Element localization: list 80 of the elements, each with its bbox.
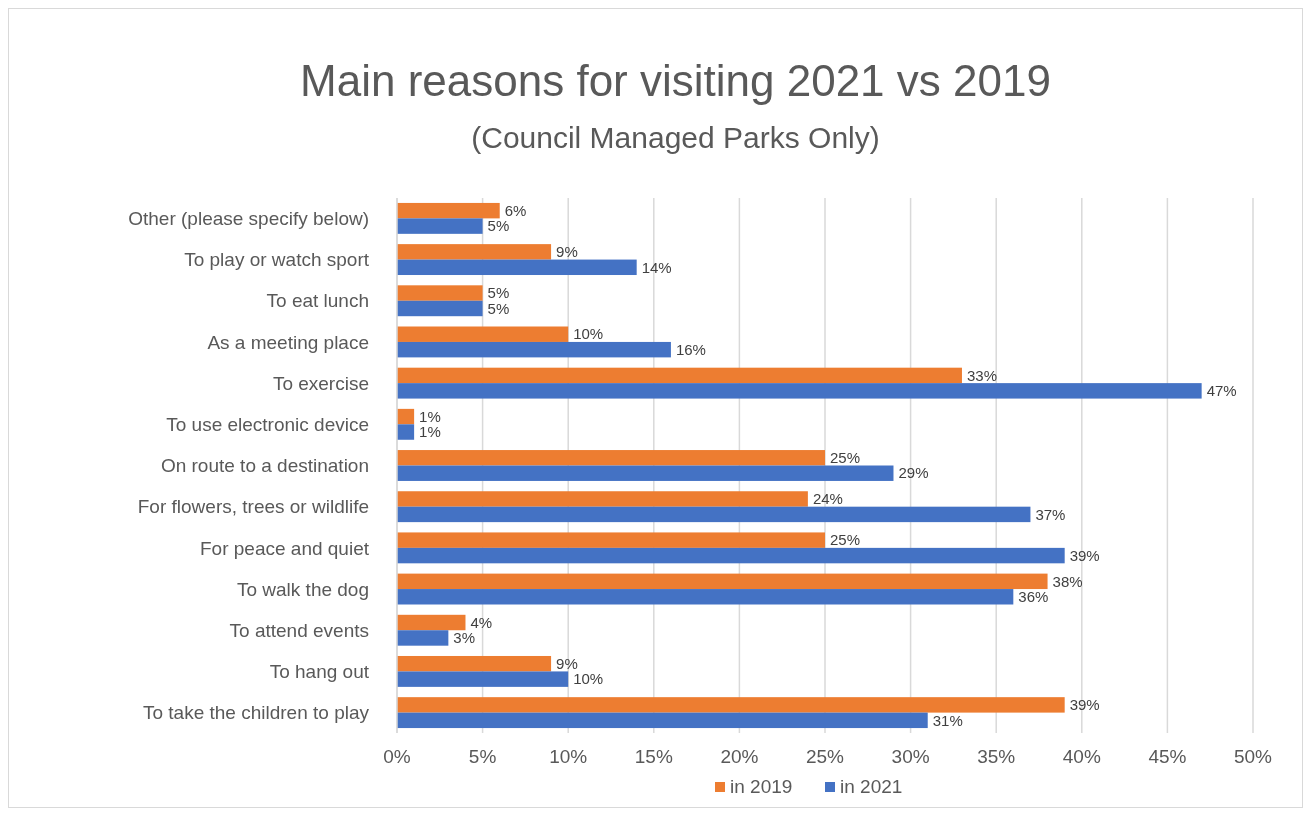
bar: [397, 506, 1031, 523]
data-label: 25%: [830, 531, 861, 549]
data-label: 36%: [1018, 588, 1049, 606]
data-label: 6%: [504, 201, 527, 219]
data-label: 3%: [453, 629, 476, 647]
x-tick-label: 25%: [805, 746, 845, 767]
data-label: 9%: [556, 654, 578, 672]
data-label: 37%: [1035, 505, 1066, 523]
y-tick-label: For peace and quiet: [199, 537, 370, 559]
legend-label: in 2019: [730, 776, 793, 797]
x-tick-label: 30%: [891, 746, 930, 767]
y-tick-label: To walk the dog: [236, 578, 369, 600]
y-tick-label: To hang out: [269, 661, 370, 683]
data-label: 38%: [1052, 572, 1083, 590]
y-tick-label: To exercise: [272, 372, 369, 394]
bar: [397, 655, 552, 672]
chart-subtitle: (Council Managed Parks Only): [471, 121, 880, 154]
data-label: 29%: [898, 464, 929, 482]
data-label: 10%: [573, 325, 604, 343]
bar: [397, 259, 637, 276]
bar: [397, 341, 671, 358]
chart-title: Main reasons for visiting 2021 vs 2019: [300, 56, 1051, 105]
y-tick-label: To take the children to play: [142, 702, 370, 724]
y-tick-label: To use electronic device: [166, 413, 369, 435]
bar: [397, 383, 1202, 399]
data-label: 1%: [419, 423, 441, 441]
data-label: 25%: [830, 449, 861, 467]
x-tick-label: 0%: [383, 746, 411, 767]
data-label: 39%: [1069, 546, 1100, 564]
bar: [397, 408, 415, 425]
data-label: 5%: [487, 299, 510, 317]
y-tick-label: To eat lunch: [266, 290, 369, 312]
x-tick-label: 20%: [720, 746, 759, 767]
y-tick-label: To play or watch sport: [184, 249, 370, 271]
data-label: 33%: [966, 366, 997, 384]
bar: [397, 547, 1065, 564]
bar: [397, 218, 483, 234]
data-label: 4%: [470, 613, 493, 631]
x-tick-label: 45%: [1148, 746, 1187, 767]
y-tick-label: As a meeting place: [207, 331, 369, 353]
x-tick-label: 35%: [977, 746, 1016, 767]
data-label: 5%: [487, 284, 510, 302]
legend-label: in 2021: [840, 776, 903, 797]
bar: [397, 424, 415, 440]
x-tick-label: 15%: [634, 746, 673, 767]
x-tick-label: 50%: [1233, 746, 1273, 767]
data-label: 39%: [1069, 696, 1100, 714]
bar: [397, 491, 808, 507]
bar: [397, 589, 1014, 605]
bar: [397, 573, 1048, 590]
bar: [397, 244, 552, 260]
data-label: 1%: [419, 407, 441, 425]
y-tick-label: Other (please specify below): [128, 208, 369, 230]
bar: [397, 465, 894, 481]
bar: [397, 285, 483, 301]
x-tick-label: 5%: [468, 746, 497, 767]
bar: [397, 300, 483, 317]
bar: [397, 614, 466, 631]
data-label: 5%: [487, 217, 510, 235]
data-label: 10%: [573, 670, 604, 688]
y-tick-label: On route to a destination: [160, 455, 369, 477]
y-tick-label: To attend events: [229, 619, 369, 641]
bar: [397, 697, 1065, 713]
x-tick-label: 10%: [549, 746, 588, 767]
data-label: 47%: [1206, 382, 1237, 400]
bar: [397, 532, 825, 548]
data-label: 14%: [641, 258, 672, 276]
bar: [397, 630, 449, 646]
data-label: 24%: [812, 490, 843, 508]
y-tick-label: For flowers, trees or wildlife: [137, 496, 369, 518]
bar: [397, 202, 500, 219]
x-tick-label: 40%: [1062, 746, 1101, 767]
data-label: 9%: [556, 243, 578, 261]
bar: [397, 671, 569, 687]
bar: [397, 367, 962, 384]
data-label: 16%: [675, 340, 706, 358]
data-label: 31%: [932, 711, 963, 729]
bar: [397, 326, 569, 342]
bar: [397, 450, 825, 466]
bar: [397, 712, 928, 729]
